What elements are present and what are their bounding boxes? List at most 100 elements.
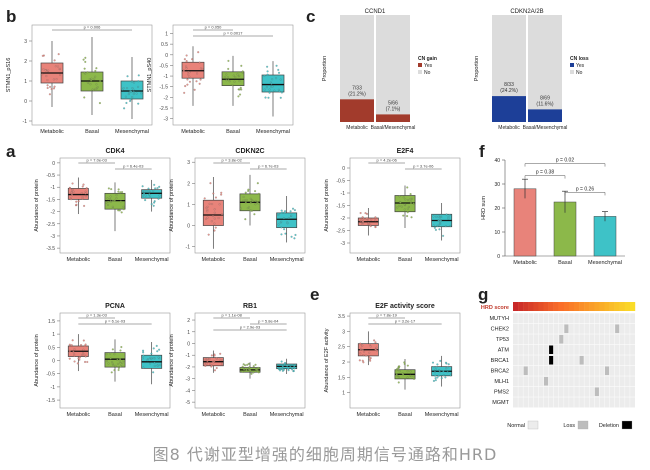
data-point bbox=[131, 87, 134, 90]
data-point bbox=[199, 67, 202, 70]
x-tick-label: Basal/Mesenchymal bbox=[371, 125, 416, 131]
hrd-score-cell bbox=[614, 302, 620, 311]
data-point bbox=[137, 85, 140, 88]
data-point bbox=[71, 194, 74, 197]
plot-title: RB1 bbox=[243, 303, 257, 310]
p-value-label: p = 3.2e-17 bbox=[395, 319, 416, 324]
data-point bbox=[149, 362, 152, 365]
data-point bbox=[117, 188, 120, 191]
data-point bbox=[53, 85, 56, 88]
legend-label: No bbox=[424, 70, 431, 76]
p-value-label: p = 0.006 bbox=[84, 25, 102, 30]
data-point bbox=[249, 369, 252, 372]
data-point bbox=[206, 359, 209, 362]
data-point bbox=[212, 192, 215, 195]
data-point bbox=[409, 370, 412, 373]
data-point bbox=[239, 207, 242, 210]
data-point bbox=[252, 371, 255, 374]
data-point bbox=[280, 233, 283, 236]
data-point bbox=[444, 361, 447, 364]
data-point bbox=[70, 198, 73, 201]
y-tick-label: -2 bbox=[164, 95, 169, 101]
data-point bbox=[159, 363, 162, 366]
data-point bbox=[410, 375, 413, 378]
significance-bracket bbox=[524, 175, 566, 179]
panel-label-a: a bbox=[6, 142, 16, 161]
data-point bbox=[256, 182, 259, 185]
data-point bbox=[132, 88, 135, 91]
hrd-score-cell bbox=[553, 302, 559, 311]
data-point bbox=[158, 348, 161, 351]
bar-yes bbox=[492, 96, 526, 122]
data-point bbox=[361, 344, 364, 347]
hrd-score-cell bbox=[518, 302, 524, 311]
hrd-score-cell bbox=[594, 302, 600, 311]
p-value-label: p = 1.1e-08 bbox=[221, 313, 242, 318]
data-point bbox=[54, 65, 57, 68]
data-point bbox=[80, 344, 83, 347]
data-point bbox=[143, 192, 146, 195]
data-point bbox=[153, 364, 156, 367]
data-point bbox=[121, 88, 124, 91]
y-tick-label: 2.5 bbox=[338, 345, 345, 351]
data-point bbox=[432, 224, 435, 227]
data-point bbox=[406, 207, 409, 210]
data-point bbox=[369, 357, 372, 360]
data-point bbox=[245, 368, 248, 371]
data-point bbox=[434, 374, 437, 377]
data-point bbox=[368, 356, 371, 359]
data-point bbox=[90, 79, 93, 82]
x-tick-label: Mesenchymal bbox=[425, 257, 459, 263]
data-point bbox=[57, 65, 60, 68]
data-point bbox=[254, 203, 257, 206]
data-point bbox=[88, 78, 91, 81]
data-point bbox=[359, 352, 362, 355]
bar-value-label: (24.2%) bbox=[500, 88, 518, 94]
x-tick-label: Metabolic bbox=[498, 125, 520, 131]
data-point bbox=[280, 91, 283, 94]
data-point bbox=[246, 363, 249, 366]
data-point bbox=[126, 87, 129, 90]
legend-label: Normal bbox=[507, 423, 525, 429]
data-point bbox=[133, 81, 136, 84]
data-point bbox=[374, 341, 377, 344]
plot-title: CDK4 bbox=[105, 148, 124, 155]
data-point bbox=[83, 71, 86, 74]
data-point bbox=[287, 216, 290, 219]
data-point bbox=[213, 222, 216, 225]
heatmap-row-label: BRCA2 bbox=[491, 369, 509, 375]
data-point bbox=[206, 357, 209, 360]
panel-label-g: g bbox=[478, 285, 488, 304]
x-tick-label: Basal bbox=[85, 129, 99, 135]
p-value-label: p = 6.1e-03 bbox=[105, 319, 126, 324]
data-point bbox=[114, 364, 117, 367]
data-point bbox=[409, 197, 412, 200]
heatmap-row-label: TP53 bbox=[496, 337, 509, 343]
data-point bbox=[263, 88, 266, 91]
data-point bbox=[368, 343, 371, 346]
data-point bbox=[437, 374, 440, 377]
heatmap-row-label: MUTYH bbox=[489, 316, 509, 322]
data-point bbox=[406, 186, 409, 189]
panel-label-f: f bbox=[479, 142, 485, 161]
data-point bbox=[270, 82, 273, 85]
data-point bbox=[183, 58, 186, 61]
data-point bbox=[111, 362, 114, 365]
data-point bbox=[254, 363, 257, 366]
data-point bbox=[397, 381, 400, 384]
data-point bbox=[237, 71, 240, 74]
data-point bbox=[75, 203, 78, 206]
data-point bbox=[242, 367, 245, 370]
data-point bbox=[128, 92, 131, 95]
data-point bbox=[437, 215, 440, 218]
data-point bbox=[279, 369, 282, 372]
figure-caption: 图8 代谢亚型增强的细胞周期信号通路和HRD bbox=[152, 445, 498, 464]
y-tick-label: 20 bbox=[494, 206, 500, 212]
p-value-label: p = 0.0017 bbox=[223, 31, 243, 36]
data-point bbox=[153, 183, 156, 186]
data-point bbox=[132, 91, 135, 94]
bar-value-label: 5/66 bbox=[388, 100, 398, 106]
y-tick-label: 1.5 bbox=[338, 375, 345, 381]
data-point bbox=[437, 219, 440, 222]
data-point bbox=[434, 379, 437, 382]
